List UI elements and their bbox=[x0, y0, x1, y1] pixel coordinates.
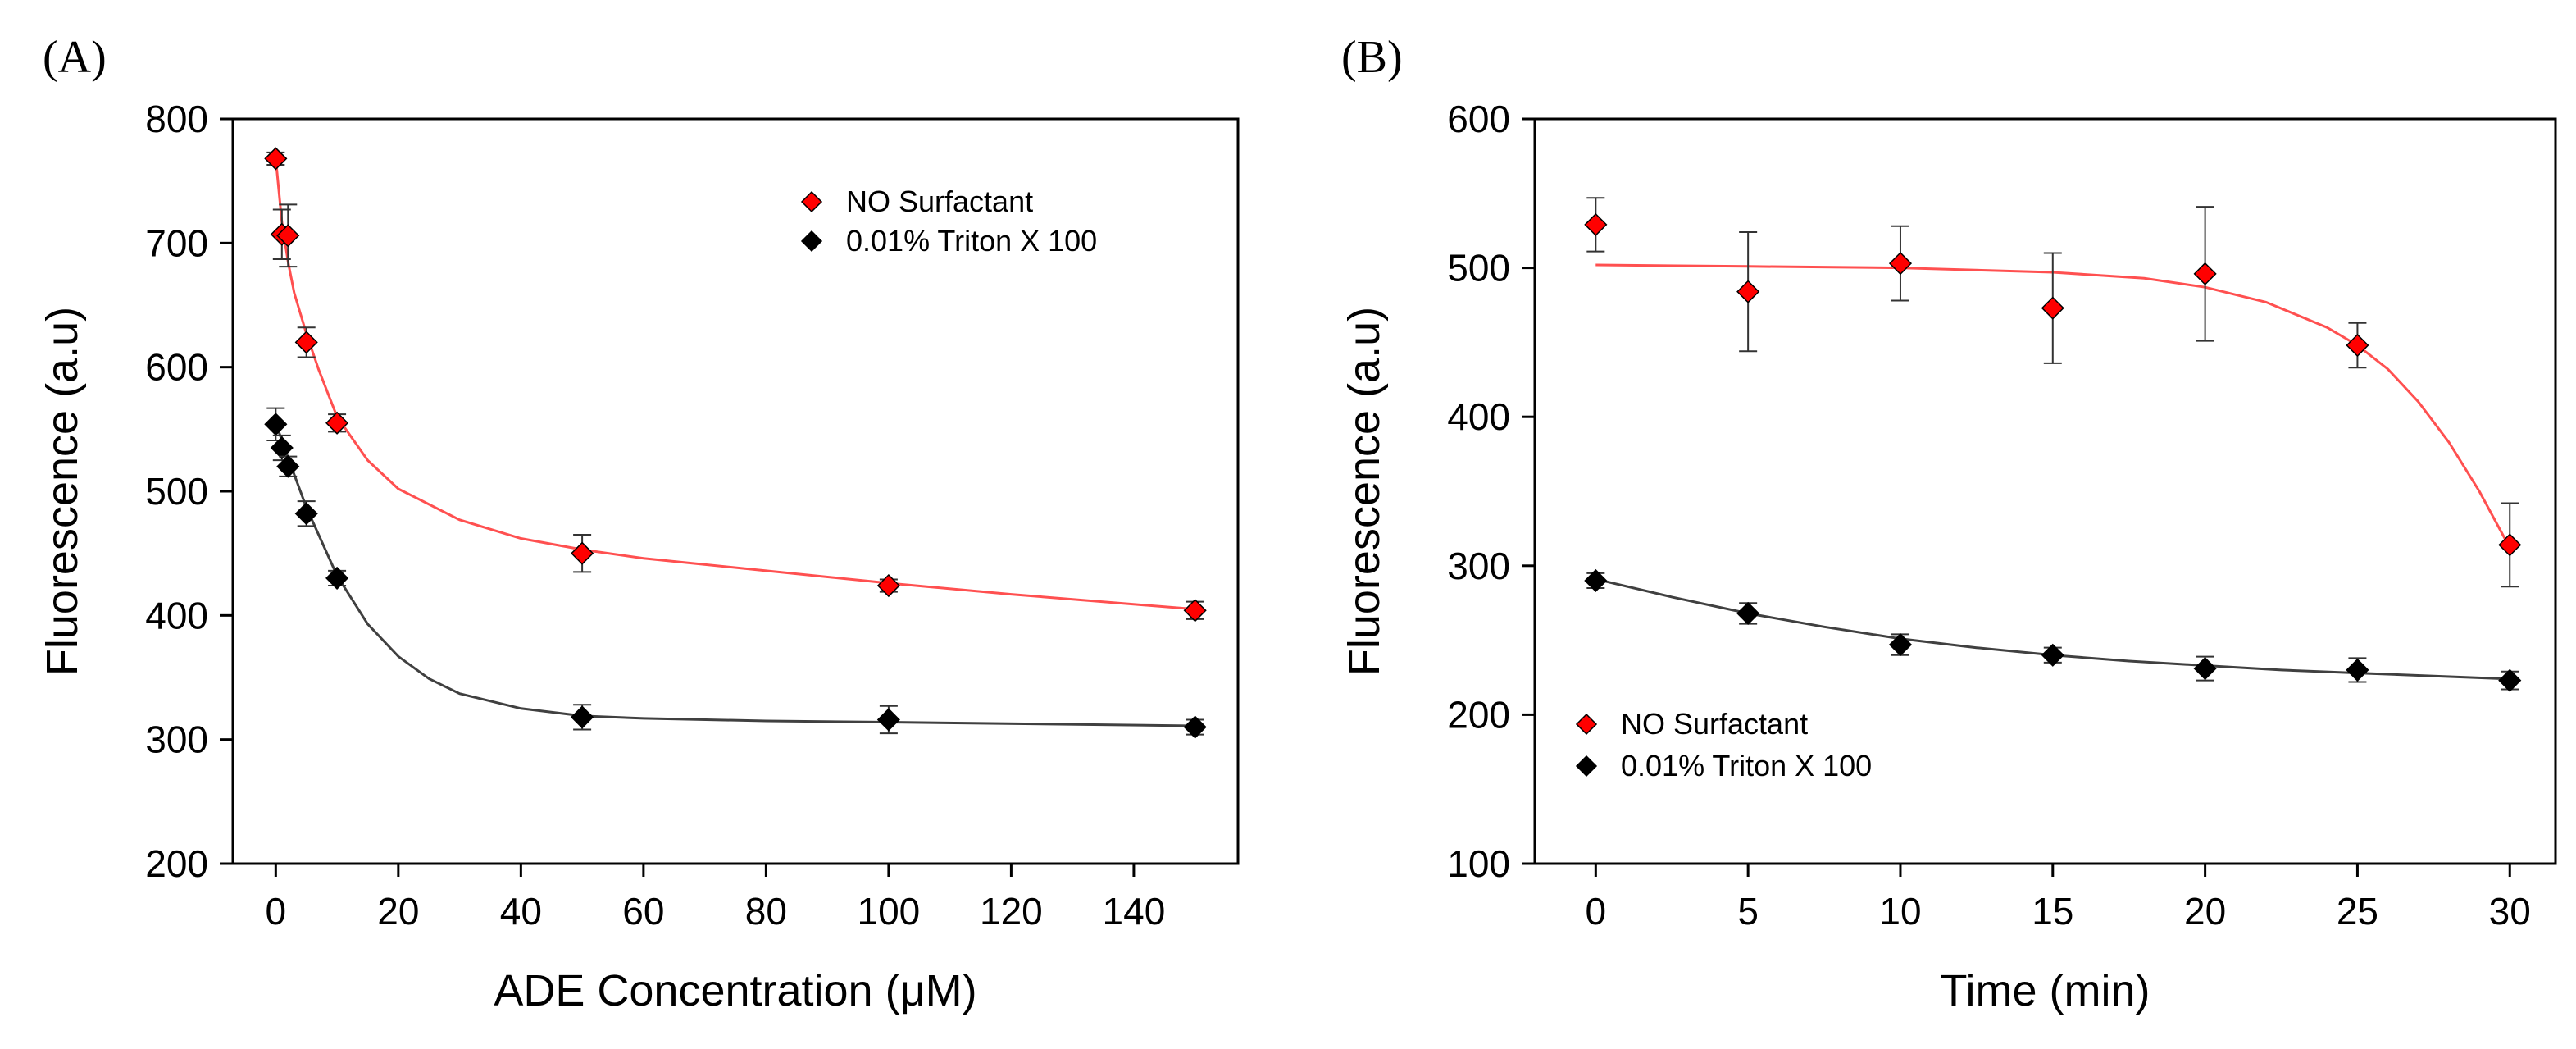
data-point bbox=[2498, 668, 2522, 692]
x-tick-label: 30 bbox=[2489, 890, 2531, 933]
data-point bbox=[2346, 333, 2369, 358]
series-triton bbox=[264, 407, 1207, 739]
x-tick-label: 0 bbox=[266, 890, 287, 933]
series-no-surfactant bbox=[1584, 197, 2522, 588]
panel-a-y-axis-title: Fluorescence (a.u) bbox=[38, 307, 87, 676]
legend-marker-red-diamond bbox=[800, 190, 823, 213]
x-tick-label: 100 bbox=[858, 890, 921, 933]
data-point bbox=[1888, 252, 1913, 276]
y-tick-label: 100 bbox=[1447, 842, 1510, 885]
y-tick-label: 300 bbox=[1447, 545, 1510, 587]
data-point bbox=[1183, 715, 1207, 739]
fit-curve-no-surfactant bbox=[1595, 263, 2511, 549]
legend-label: NO Surfactant bbox=[1621, 707, 1808, 741]
y-tick-label: 300 bbox=[145, 718, 208, 761]
x-tick-label: 0 bbox=[1586, 890, 1607, 933]
data-point bbox=[276, 224, 300, 248]
y-tick-label: 200 bbox=[145, 842, 208, 885]
panel-b-label: (B) bbox=[1341, 32, 1403, 83]
y-tick-label: 200 bbox=[1447, 693, 1510, 736]
x-tick-label: 15 bbox=[2032, 890, 2073, 933]
data-point bbox=[276, 454, 300, 478]
y-tick-label: 400 bbox=[145, 594, 208, 636]
data-point bbox=[2041, 296, 2064, 320]
panel-b-chart: (B) 100 200 300 400 500 600 0 5 10 15 20 25 30 Fluo… bbox=[1340, 32, 2557, 1015]
legend-label: NO Surfactant bbox=[846, 185, 1033, 218]
x-tick-label: 25 bbox=[2337, 890, 2378, 933]
panel-a-y-axis: 200 300 400 500 600 700 800 bbox=[145, 98, 233, 885]
data-point bbox=[325, 411, 349, 435]
data-point bbox=[1736, 280, 1760, 303]
panel-a-x-axis-title: ADE Concentration (μM) bbox=[494, 966, 976, 1015]
legend-label: 0.01% Triton X 100 bbox=[846, 224, 1097, 258]
y-tick-label: 500 bbox=[1447, 247, 1510, 290]
panel-b-x-axis-title: Time (min) bbox=[1941, 966, 2150, 1015]
legend-marker-black-diamond bbox=[800, 230, 823, 253]
data-point bbox=[571, 541, 594, 565]
y-tick-label: 800 bbox=[145, 98, 208, 140]
panel-a-chart: (A) 200 300 400 500 600 700 800 0 20 40 60 80 100 12… bbox=[38, 32, 1240, 1015]
legend-marker-red-diamond bbox=[1575, 713, 1598, 736]
data-point bbox=[1888, 632, 1913, 657]
legend-item-no-surfactant: NO Surfactant bbox=[800, 185, 1033, 218]
panel-b-series bbox=[1584, 197, 2522, 692]
data-point bbox=[876, 708, 900, 732]
x-tick-label: 60 bbox=[622, 890, 664, 933]
panel-b-y-axis: 100 200 300 400 500 600 bbox=[1447, 98, 1535, 885]
legend-label: 0.01% Triton X 100 bbox=[1621, 749, 1872, 782]
x-tick-label: 40 bbox=[500, 890, 542, 933]
legend-item-triton: 0.01% Triton X 100 bbox=[800, 224, 1097, 258]
panel-a-label: (A) bbox=[43, 32, 107, 83]
x-tick-label: 5 bbox=[1737, 890, 1759, 933]
data-point bbox=[264, 413, 288, 436]
x-tick-label: 10 bbox=[1879, 890, 1921, 933]
data-point bbox=[270, 436, 294, 460]
series-no-surfactant bbox=[264, 147, 1207, 623]
panel-b-x-axis: 0 5 10 15 20 25 30 bbox=[1586, 864, 2531, 933]
panel-a-series bbox=[264, 147, 1207, 739]
y-tick-label: 600 bbox=[1447, 98, 1510, 140]
legend-item-no-surfactant: NO Surfactant bbox=[1575, 707, 1808, 741]
data-point bbox=[571, 705, 594, 729]
data-point bbox=[1584, 568, 1608, 593]
data-point bbox=[2346, 658, 2369, 682]
data-point bbox=[1736, 601, 1760, 625]
y-tick-label: 400 bbox=[1447, 395, 1510, 438]
x-tick-label: 140 bbox=[1103, 890, 1166, 933]
panel-b-plot-area bbox=[1533, 117, 2557, 865]
series-triton bbox=[1584, 568, 2522, 692]
fit-curve-triton bbox=[274, 422, 1195, 727]
x-tick-label: 120 bbox=[980, 890, 1043, 933]
data-point bbox=[264, 147, 288, 171]
data-point bbox=[2193, 657, 2217, 681]
legend-marker-black-diamond bbox=[1575, 755, 1598, 778]
data-point bbox=[2498, 533, 2522, 557]
data-point bbox=[325, 566, 349, 590]
data-point bbox=[1183, 599, 1207, 623]
data-point bbox=[294, 331, 318, 354]
data-point bbox=[876, 573, 900, 598]
panel-b-y-axis-title: Fluorescence (a.u) bbox=[1340, 307, 1389, 676]
y-tick-label: 600 bbox=[145, 346, 208, 389]
data-point bbox=[2041, 643, 2064, 667]
y-tick-label: 700 bbox=[145, 221, 208, 264]
data-point bbox=[1584, 212, 1608, 236]
panel-a-legend: NO Surfactant 0.01% Triton X 100 bbox=[800, 185, 1097, 258]
y-tick-label: 500 bbox=[145, 470, 208, 513]
data-point bbox=[2193, 262, 2217, 285]
panel-b-legend: NO Surfactant 0.01% Triton X 100 bbox=[1575, 707, 1872, 782]
x-tick-label: 20 bbox=[377, 890, 419, 933]
legend-item-triton: 0.01% Triton X 100 bbox=[1575, 749, 1872, 782]
fit-curve-no-surfactant bbox=[274, 158, 1195, 611]
x-tick-label: 80 bbox=[745, 890, 787, 933]
panel-a-x-axis: 0 20 40 60 80 100 120 140 bbox=[266, 864, 1166, 933]
data-point bbox=[294, 502, 318, 526]
x-tick-label: 20 bbox=[2184, 890, 2226, 933]
